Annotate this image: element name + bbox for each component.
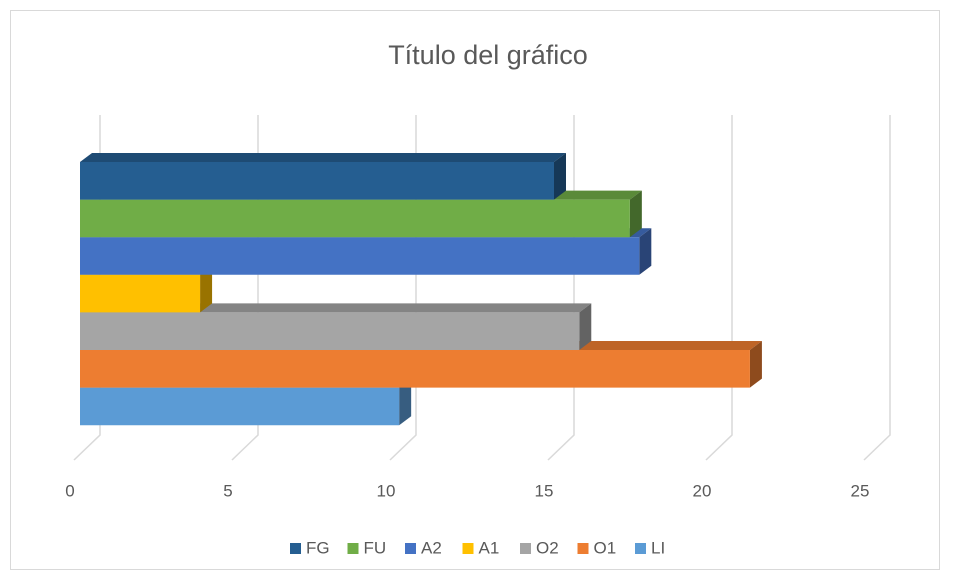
x-tick-label: 10 bbox=[377, 481, 396, 500]
bar bbox=[80, 303, 592, 350]
bar-front bbox=[80, 312, 580, 350]
legend-swatch bbox=[520, 543, 531, 554]
legend-swatch bbox=[462, 543, 474, 554]
bar-front bbox=[80, 350, 750, 388]
legend-label: LI bbox=[651, 538, 665, 557]
x-tick-label: 15 bbox=[535, 481, 554, 500]
bar-front bbox=[80, 199, 630, 238]
x-tick-label: 5 bbox=[223, 481, 232, 500]
legend-swatch bbox=[347, 543, 359, 554]
legend-label: FG bbox=[306, 538, 330, 557]
bar-side bbox=[749, 341, 762, 388]
legend-label: FU bbox=[364, 538, 387, 557]
bar-side bbox=[200, 265, 213, 313]
legend-label: O2 bbox=[536, 538, 559, 557]
x-tick-label: 0 bbox=[65, 481, 74, 500]
legend-swatch bbox=[405, 543, 416, 554]
bar-front bbox=[80, 237, 640, 275]
legend-swatch bbox=[635, 543, 646, 554]
bar-side bbox=[399, 378, 412, 426]
bar-side bbox=[639, 228, 652, 275]
bar-side bbox=[554, 153, 566, 200]
legend-swatch bbox=[577, 543, 589, 554]
x-tick-label: 20 bbox=[693, 481, 712, 500]
x-tick-label: 25 bbox=[851, 481, 870, 500]
chart-title: Título del gráfico bbox=[388, 40, 588, 70]
bar-front bbox=[80, 387, 400, 426]
bar-top bbox=[80, 153, 566, 162]
bar bbox=[80, 153, 566, 200]
bar-front bbox=[80, 162, 554, 200]
legend-label: A2 bbox=[421, 538, 442, 557]
grid-line bbox=[705, 115, 733, 461]
bar-side bbox=[579, 303, 592, 350]
legend-label: O1 bbox=[594, 538, 617, 557]
grid-line bbox=[863, 115, 891, 461]
bar-front bbox=[80, 274, 201, 313]
legend-swatch bbox=[290, 543, 301, 554]
legend-label: A1 bbox=[479, 538, 500, 557]
bar-side bbox=[629, 190, 642, 238]
